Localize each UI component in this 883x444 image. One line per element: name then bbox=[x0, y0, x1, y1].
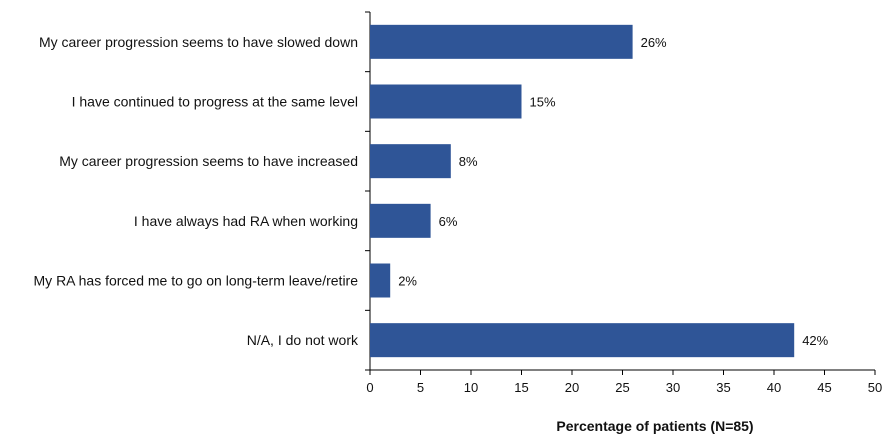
x-axis-title: Percentage of patients (N=85) bbox=[556, 418, 753, 434]
category-label: My career progression seems to have slow… bbox=[39, 34, 358, 50]
x-tick-label: 5 bbox=[417, 380, 424, 395]
bar bbox=[370, 203, 431, 238]
data-label: 15% bbox=[530, 95, 556, 110]
category-label: I have continued to progress at the same… bbox=[72, 94, 358, 110]
x-tick-label: 30 bbox=[666, 380, 680, 395]
data-label: 2% bbox=[398, 274, 417, 289]
category-label: I have always had RA when working bbox=[134, 213, 358, 229]
bar bbox=[370, 263, 391, 298]
x-tick-label: 40 bbox=[767, 380, 781, 395]
x-tick-label: 10 bbox=[464, 380, 478, 395]
data-label: 8% bbox=[459, 154, 478, 169]
bars: My career progression seems to have slow… bbox=[34, 11, 829, 371]
x-tick-label: 35 bbox=[716, 380, 730, 395]
category-label: My career progression seems to have incr… bbox=[59, 153, 358, 169]
bar bbox=[370, 323, 795, 358]
x-tick-label: 25 bbox=[615, 380, 629, 395]
x-axis-ticks: 0 5 10 15 20 25 30 35 40 45 50 bbox=[366, 370, 882, 395]
bar bbox=[370, 84, 522, 119]
category-label: N/A, I do not work bbox=[247, 332, 359, 348]
x-tick-label: 45 bbox=[817, 380, 831, 395]
data-label: 42% bbox=[802, 333, 828, 348]
data-label: 6% bbox=[439, 214, 458, 229]
bar bbox=[370, 24, 633, 59]
x-tick-label: 15 bbox=[514, 380, 528, 395]
category-label: My RA has forced me to go on long-term l… bbox=[34, 273, 359, 289]
x-tick-label: 50 bbox=[868, 380, 882, 395]
x-tick-label: 0 bbox=[366, 380, 373, 395]
x-tick-label: 20 bbox=[565, 380, 579, 395]
bar bbox=[370, 144, 451, 179]
data-label: 26% bbox=[641, 35, 667, 50]
